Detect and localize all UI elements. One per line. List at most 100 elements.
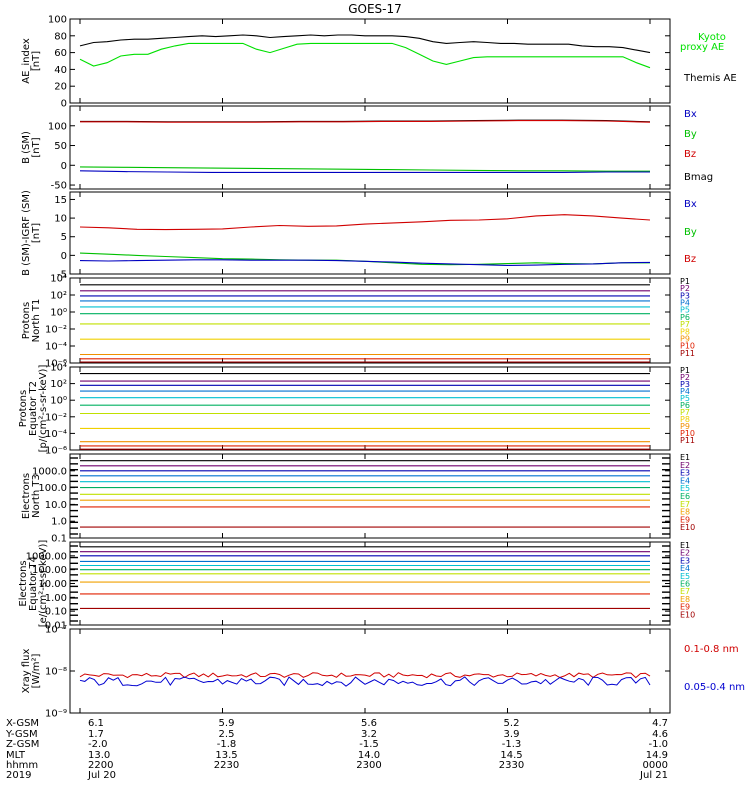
panel-bsm: 100 50 0 -50 B (SM) [nT] Bx By Bz Bmag xyxy=(21,105,713,192)
series-line-by xyxy=(79,166,650,172)
legend-p10: P10 xyxy=(680,429,695,438)
legend-p11: P11 xyxy=(680,349,695,358)
y-tick-label: 10.00 xyxy=(38,579,67,590)
y-axis-label-line: Protons xyxy=(18,390,29,427)
legend-p5: P5 xyxy=(680,306,690,315)
y-tick-label: 0 xyxy=(61,161,67,172)
footer-cell: 2230 xyxy=(214,760,239,771)
legend-e6: E6 xyxy=(680,580,690,589)
y-tick-label: 10⁻⁸ xyxy=(45,667,67,678)
legend-xray-short: 0.05-0.4 nm xyxy=(684,682,745,693)
y-tick-label: 50 xyxy=(54,141,67,152)
y-axis-label-line: [p/(cm²-s-sr-keV)] xyxy=(38,365,49,453)
legend-p9: P9 xyxy=(680,334,690,343)
y-axis-label: B (SM) [nT] xyxy=(21,131,42,164)
y-tick-label: 10⁻⁹ xyxy=(45,709,67,720)
y-tick-label: 10⁻⁴ xyxy=(45,342,67,353)
legend-e5: E5 xyxy=(680,572,690,581)
panel-frame xyxy=(69,18,671,104)
legend-e10: E10 xyxy=(680,610,695,619)
legend-e1: E1 xyxy=(680,541,690,550)
legend-e7: E7 xyxy=(680,500,690,509)
legend-e3: E3 xyxy=(680,556,690,565)
legend-p11: P11 xyxy=(680,436,695,445)
y-axis-label-line: Equator T4 xyxy=(28,556,39,611)
footer-row-label: MLT xyxy=(6,750,26,761)
footer-cell: 5.2 xyxy=(504,718,520,729)
y-tick-label: 15 xyxy=(54,195,67,206)
y-tick-label: 1.00 xyxy=(45,593,67,604)
y-axis-label-line: Electrons xyxy=(18,560,29,606)
y-tick-label: 10 xyxy=(54,214,67,225)
footer-cell: -1.5 xyxy=(359,739,379,750)
legend-p6: P6 xyxy=(680,401,690,410)
y-axis-label: Protons Equator T2 [p/(cm²-s-sr-keV)] xyxy=(18,365,49,453)
xray-series-1 xyxy=(79,676,651,687)
legend-e3: E3 xyxy=(680,469,690,478)
footer-cell: 2200 xyxy=(88,760,113,771)
xray-series-0 xyxy=(79,672,651,679)
legend-bz: Bz xyxy=(684,254,696,265)
y-axis-label-line: [W/m²] xyxy=(31,653,42,688)
legend-p1: P1 xyxy=(680,277,690,286)
series-line-kyoto-proxy-ae xyxy=(79,42,651,69)
panel-frame xyxy=(69,366,671,451)
footer-row-label: hhmm xyxy=(6,760,38,771)
footer-cell: 6.1 xyxy=(88,718,104,729)
footer-cell: 14.9 xyxy=(646,750,668,761)
y-axis-label: AE_index [nT] xyxy=(21,38,42,84)
footer-cell: 14.0 xyxy=(358,750,380,761)
y-tick-label: 100.00 xyxy=(32,565,67,576)
legend-e8: E8 xyxy=(680,508,690,517)
legend-p2: P2 xyxy=(680,284,690,293)
y-axis-label-line: North T3 xyxy=(31,474,42,518)
y-tick-label: 10⁴ xyxy=(50,363,67,374)
y-tick-label: 10⁻⁶ xyxy=(45,446,67,457)
legend-bz: Bz xyxy=(684,149,696,160)
legend-e1: E1 xyxy=(680,453,690,462)
legend-p7: P7 xyxy=(680,408,690,417)
y-tick-label: 10⁻² xyxy=(45,325,67,336)
footer-cell: 4.7 xyxy=(652,718,668,729)
y-tick-label: 1.0 xyxy=(51,517,67,528)
legend-e4: E4 xyxy=(680,476,690,485)
legend-e9: E9 xyxy=(680,603,690,612)
y-tick-label: 10⁻⁷ xyxy=(45,625,67,636)
footer-cell: 5.9 xyxy=(219,718,235,729)
series-line-bz xyxy=(79,214,651,231)
legend-by: By xyxy=(684,227,697,238)
y-axis-label-line: Equator T2 xyxy=(28,381,39,436)
legend-bmag: Bmag xyxy=(684,172,713,183)
y-axis-label: Xray flux [W/m²] xyxy=(21,649,42,694)
legend-bx: Bx xyxy=(684,109,697,120)
footer-cell: -1.8 xyxy=(217,739,237,750)
legend-p6: P6 xyxy=(680,313,690,322)
footer-cell: Jul 20 xyxy=(87,770,116,781)
y-tick-label: 10.0 xyxy=(45,500,67,511)
y-axis-label-line: Protons xyxy=(21,302,32,339)
series-line-bx xyxy=(79,170,650,173)
legend-p5: P5 xyxy=(680,394,690,403)
y-tick-label: 0.10 xyxy=(45,607,67,618)
legend-e6: E6 xyxy=(680,492,690,501)
legend-e5: E5 xyxy=(680,484,690,493)
panel-frame xyxy=(69,453,671,539)
series-line-bz xyxy=(80,120,651,123)
legend-e9: E9 xyxy=(680,515,690,524)
legend-e8: E8 xyxy=(680,595,690,604)
y-tick-label: 80 xyxy=(54,31,67,42)
y-tick-label: 0.1 xyxy=(51,534,67,545)
y-tick-label: 0 xyxy=(61,251,67,262)
y-tick-label: 10² xyxy=(50,291,67,302)
y-tick-label: 10⁻⁶ xyxy=(45,359,67,370)
y-axis-label: B (SM)-IGRF (SM) [nT] xyxy=(21,190,42,276)
y-axis-label: Electrons Equator T4 [e/(cm²-s-sr-keV)] xyxy=(18,540,49,628)
footer-row-label: Y-GSM xyxy=(5,729,38,740)
y-axis-label-line: [nT] xyxy=(31,51,42,71)
y-axis-label-line: Electrons xyxy=(21,473,32,519)
